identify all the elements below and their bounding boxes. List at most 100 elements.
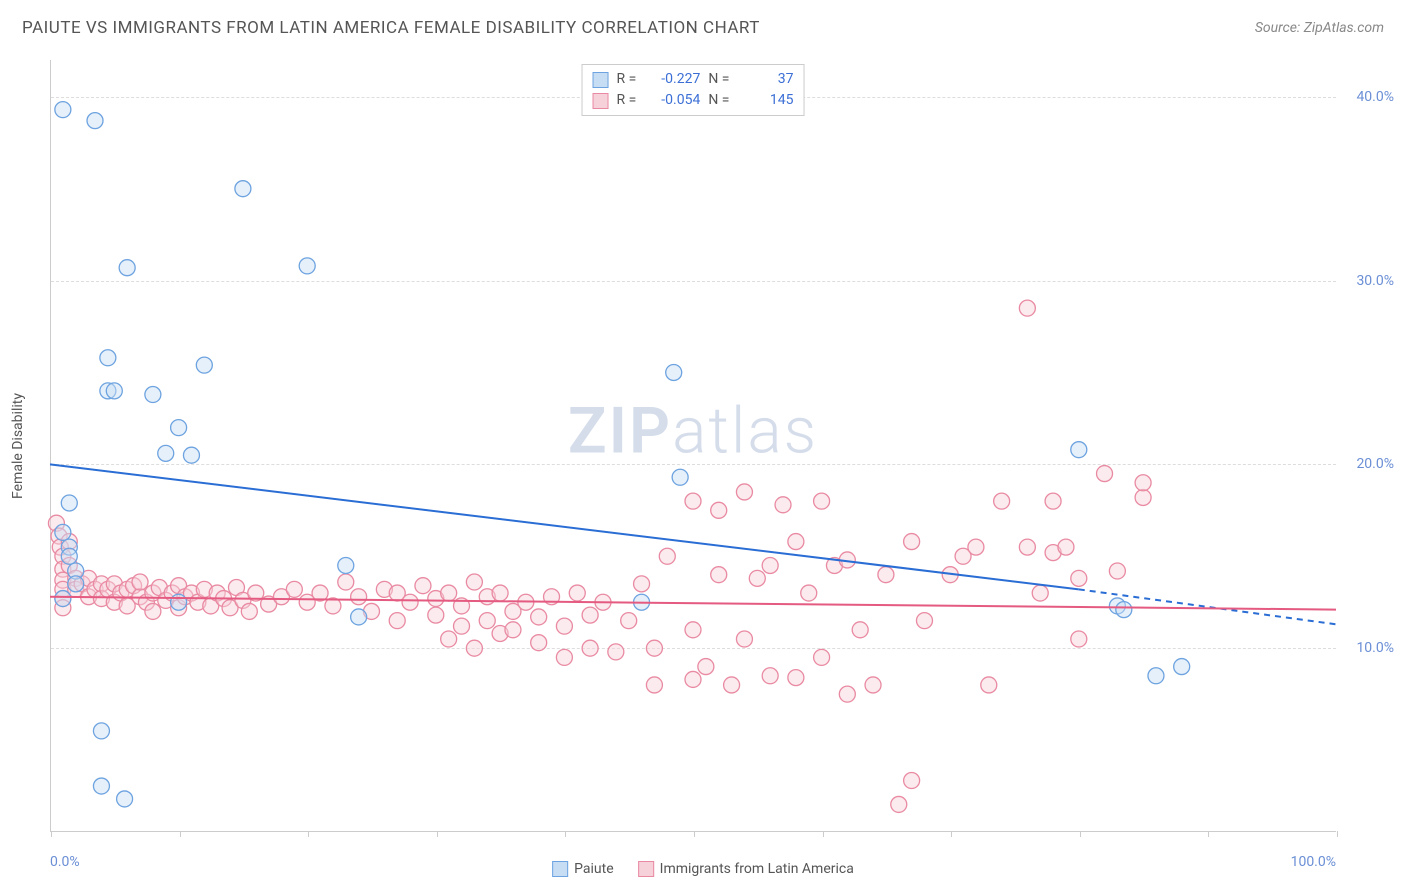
data-point — [531, 635, 547, 651]
r-value-paiute: -0.227 — [644, 69, 700, 90]
data-point — [55, 591, 71, 607]
data-point — [685, 622, 701, 638]
data-point — [93, 778, 109, 794]
data-point — [338, 557, 354, 573]
data-point — [904, 534, 920, 550]
data-point — [556, 618, 572, 634]
scatter-svg — [50, 60, 1336, 832]
data-point — [685, 493, 701, 509]
data-point — [132, 574, 148, 590]
data-point — [582, 607, 598, 623]
data-point — [1148, 668, 1164, 684]
r-label: R = — [617, 69, 637, 90]
data-point — [582, 640, 598, 656]
data-point — [171, 594, 187, 610]
data-point — [736, 631, 752, 647]
data-point — [87, 113, 103, 129]
data-point — [916, 613, 932, 629]
data-point — [1174, 659, 1190, 675]
data-point — [788, 670, 804, 686]
data-point — [994, 493, 1010, 509]
data-point — [505, 622, 521, 638]
n-value-immigrants: 145 — [737, 90, 793, 111]
bottom-legend: Paiute Immigrants from Latin America — [552, 861, 854, 877]
data-point — [1019, 300, 1035, 316]
source-label: Source: ZipAtlas.com — [1255, 20, 1384, 36]
chart-plot-area: 10.0%20.0%30.0%40.0% R = -0.227 N = 37 R… — [50, 60, 1336, 832]
chart-title: PAIUTE VS IMMIGRANTS FROM LATIN AMERICA … — [22, 18, 760, 38]
data-point — [968, 539, 984, 555]
data-point — [100, 350, 116, 366]
data-point — [235, 181, 251, 197]
data-point — [762, 557, 778, 573]
data-point — [852, 622, 868, 638]
data-point — [736, 484, 752, 500]
y-axis-title: Female Disability — [10, 393, 26, 499]
data-point — [196, 357, 212, 373]
data-point — [454, 618, 470, 634]
data-point — [1045, 493, 1061, 509]
data-point — [286, 581, 302, 597]
r-label: R = — [617, 90, 637, 111]
data-point — [839, 686, 855, 702]
data-point — [145, 387, 161, 403]
legend-label-paiute: Paiute — [574, 861, 614, 877]
data-point — [981, 677, 997, 693]
data-point — [698, 659, 714, 675]
data-point — [666, 364, 682, 380]
data-point — [672, 469, 688, 485]
data-point — [1071, 570, 1087, 586]
n-value-paiute: 37 — [737, 69, 793, 90]
swatch-immigrants — [593, 93, 609, 109]
trend-line — [50, 464, 1079, 589]
data-point — [338, 574, 354, 590]
y-tick-label: 30.0% — [1356, 273, 1394, 289]
data-point — [117, 791, 133, 807]
data-point — [145, 603, 161, 619]
stats-row-paiute: R = -0.227 N = 37 — [593, 69, 794, 90]
data-point — [569, 585, 585, 601]
data-point — [415, 578, 431, 594]
data-point — [659, 548, 675, 564]
swatch-immigrants — [638, 861, 654, 877]
data-point — [1116, 602, 1132, 618]
data-point — [389, 613, 405, 629]
data-point — [762, 668, 778, 684]
data-point — [814, 493, 830, 509]
data-point — [55, 524, 71, 540]
data-point — [749, 570, 765, 586]
data-point — [171, 420, 187, 436]
data-point — [466, 574, 482, 590]
n-label: N = — [708, 90, 729, 111]
legend-item-immigrants: Immigrants from Latin America — [638, 861, 854, 877]
data-point — [402, 594, 418, 610]
data-point — [621, 613, 637, 629]
data-point — [1109, 563, 1125, 579]
data-point — [492, 585, 508, 601]
data-point — [878, 567, 894, 583]
data-point — [106, 383, 122, 399]
data-point — [711, 567, 727, 583]
data-point — [241, 603, 257, 619]
data-point — [351, 589, 367, 605]
data-point — [119, 260, 135, 276]
data-point — [183, 447, 199, 463]
data-point — [441, 585, 457, 601]
data-point — [724, 677, 740, 693]
swatch-paiute — [593, 72, 609, 88]
data-point — [646, 677, 662, 693]
stats-legend: R = -0.227 N = 37 R = -0.054 N = 145 — [582, 64, 805, 116]
data-point — [634, 576, 650, 592]
data-point — [904, 773, 920, 789]
n-label: N = — [708, 69, 729, 90]
data-point — [1071, 631, 1087, 647]
data-point — [466, 640, 482, 656]
data-point — [68, 576, 84, 592]
legend-label-immigrants: Immigrants from Latin America — [660, 861, 854, 877]
data-point — [1071, 442, 1087, 458]
data-point — [299, 258, 315, 274]
data-point — [891, 796, 907, 812]
x-axis-max: 100.0% — [1291, 854, 1336, 870]
data-point — [814, 649, 830, 665]
data-point — [775, 497, 791, 513]
